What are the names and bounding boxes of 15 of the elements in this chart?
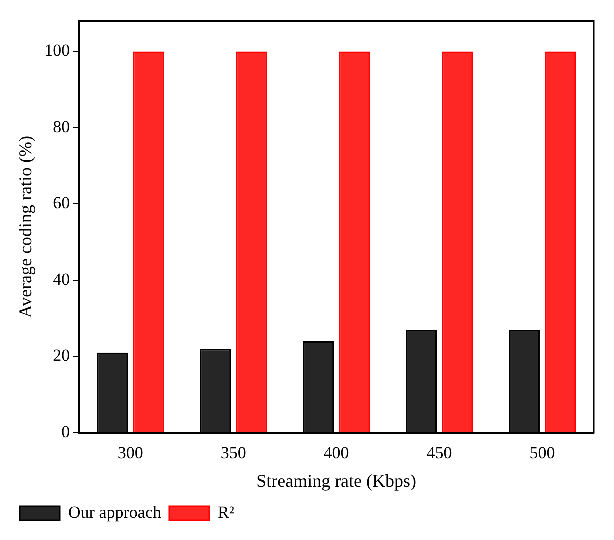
x-tick-label: 500	[530, 444, 556, 463]
x-tick-label: 450	[426, 444, 452, 463]
y-tick-label: 60	[53, 194, 70, 213]
x-axis-title: Streaming rate (Kbps)	[256, 470, 417, 491]
y-tick-label: 40	[53, 270, 70, 289]
y-tick-label: 0	[62, 422, 70, 442]
legend-label: Our approach	[68, 502, 162, 522]
x-tick-label: 350	[220, 444, 246, 463]
y-tick-label: 80	[53, 117, 70, 136]
y-axis-title: Average coding ratio (%)	[16, 136, 36, 318]
y-tick-label: 100	[44, 41, 70, 60]
x-tick-label: 300	[118, 444, 144, 463]
y-tick-label: 20	[53, 346, 70, 366]
x-tick-label: 400	[324, 444, 350, 463]
legend-label: R²	[218, 502, 234, 522]
